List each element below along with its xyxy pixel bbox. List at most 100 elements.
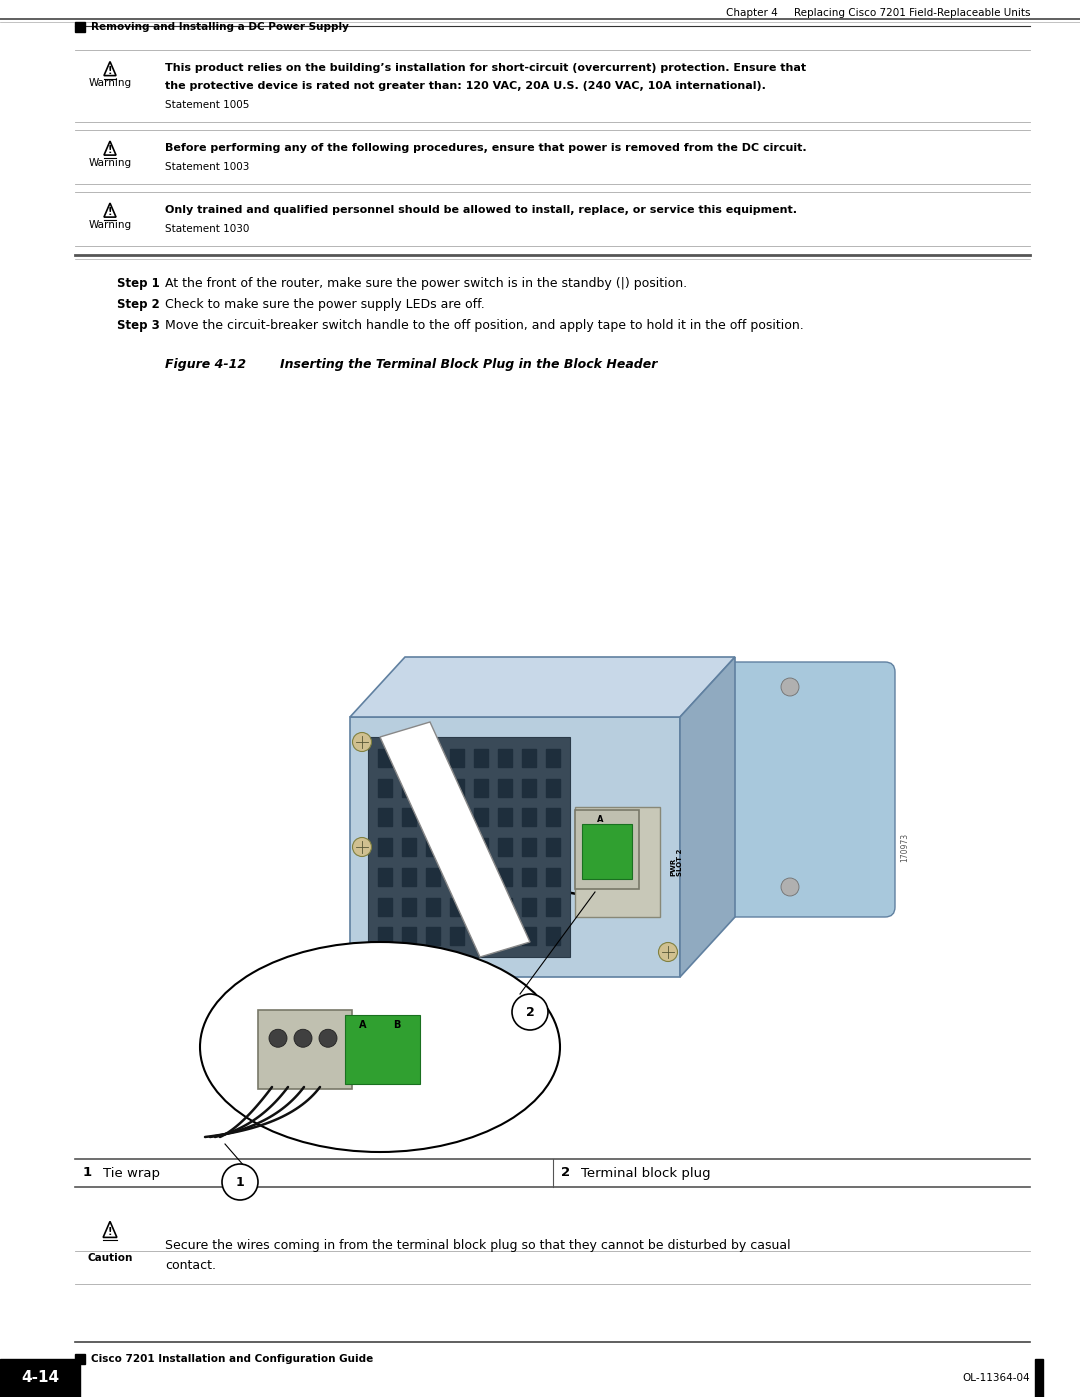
Bar (402, 809, 416, 826)
Circle shape (512, 995, 548, 1030)
Bar (498, 838, 512, 856)
Text: Inserting the Terminal Block Plug in the Block Header: Inserting the Terminal Block Plug in the… (280, 358, 658, 370)
Bar (450, 749, 464, 767)
Bar (450, 897, 464, 915)
Circle shape (352, 943, 372, 961)
Bar (575, 807, 660, 916)
FancyBboxPatch shape (725, 662, 895, 916)
Bar (498, 778, 512, 796)
Circle shape (222, 1164, 258, 1200)
Text: A: A (597, 814, 604, 824)
Bar (498, 809, 512, 826)
Bar (450, 868, 464, 886)
Bar (426, 868, 440, 886)
FancyBboxPatch shape (575, 810, 639, 888)
Bar (582, 824, 632, 879)
Bar (378, 749, 392, 767)
Bar (75, 1354, 85, 1363)
Bar (378, 928, 392, 946)
Polygon shape (380, 722, 530, 957)
Text: Move the circuit-breaker switch handle to the off position, and apply tape to ho: Move the circuit-breaker switch handle t… (165, 319, 804, 331)
Bar (402, 897, 416, 915)
Bar (450, 838, 464, 856)
Bar (522, 778, 536, 796)
Text: Figure 4-12: Figure 4-12 (165, 358, 246, 370)
Text: 4-14: 4-14 (21, 1370, 59, 1386)
Bar (546, 809, 561, 826)
Text: This product relies on the building’s installation for short-circuit (overcurren: This product relies on the building’s in… (165, 63, 806, 73)
Bar (474, 778, 488, 796)
Text: Statement 1003: Statement 1003 (165, 162, 249, 172)
Bar (474, 749, 488, 767)
Text: 170973: 170973 (901, 833, 909, 862)
Bar (402, 749, 416, 767)
Text: !: ! (108, 145, 112, 155)
Bar (75, 22, 85, 32)
Text: Step 3: Step 3 (118, 319, 160, 331)
Text: PWR
SLOT 2: PWR SLOT 2 (670, 848, 683, 876)
Bar (450, 809, 464, 826)
Text: !: ! (108, 207, 112, 217)
Text: B: B (393, 1020, 401, 1030)
Bar (1035, 1359, 1043, 1397)
Text: Only trained and qualified personnel should be allowed to install, replace, or s: Only trained and qualified personnel sho… (165, 204, 797, 215)
Text: Warning: Warning (89, 158, 132, 168)
Bar (522, 868, 536, 886)
Text: Tie wrap: Tie wrap (103, 1166, 160, 1179)
FancyBboxPatch shape (350, 717, 680, 977)
Bar (368, 738, 570, 957)
Bar (474, 868, 488, 886)
Polygon shape (680, 657, 735, 977)
Bar (450, 778, 464, 796)
Text: Removing and Installing a DC Power Supply: Removing and Installing a DC Power Suppl… (91, 22, 349, 32)
Text: Statement 1030: Statement 1030 (165, 224, 249, 235)
Bar (378, 897, 392, 915)
Bar (426, 897, 440, 915)
Circle shape (659, 943, 677, 961)
Circle shape (319, 1030, 337, 1048)
Bar (522, 928, 536, 946)
Bar (402, 868, 416, 886)
Text: Terminal block plug: Terminal block plug (581, 1166, 711, 1179)
Bar (378, 838, 392, 856)
Bar (426, 749, 440, 767)
Bar (522, 749, 536, 767)
Bar (426, 838, 440, 856)
Bar (450, 928, 464, 946)
Circle shape (269, 1030, 287, 1048)
Text: OL-11364-04: OL-11364-04 (962, 1373, 1030, 1383)
Text: Warning: Warning (89, 78, 132, 88)
Bar (426, 778, 440, 796)
Bar (522, 838, 536, 856)
Bar (474, 897, 488, 915)
Bar (402, 838, 416, 856)
Text: Cisco 7201 Installation and Configuration Guide: Cisco 7201 Installation and Configuratio… (91, 1354, 374, 1363)
Bar (546, 928, 561, 946)
Text: Check to make sure the power supply LEDs are off.: Check to make sure the power supply LEDs… (165, 298, 485, 310)
Text: Caution: Caution (87, 1253, 133, 1263)
Text: At the front of the router, make sure the power switch is in the standby (|) pos: At the front of the router, make sure th… (165, 277, 687, 289)
Text: Chapter 4     Replacing Cisco 7201 Field-Replaceable Units: Chapter 4 Replacing Cisco 7201 Field-Rep… (726, 8, 1030, 18)
Bar (378, 868, 392, 886)
Bar (378, 778, 392, 796)
Ellipse shape (200, 942, 561, 1153)
Bar (546, 749, 561, 767)
Text: contact.: contact. (165, 1259, 216, 1273)
Circle shape (352, 837, 372, 856)
Circle shape (781, 678, 799, 696)
Text: Warning: Warning (89, 219, 132, 231)
Text: the protective device is rated not greater than: 120 VAC, 20A U.S. (240 VAC, 10A: the protective device is rated not great… (165, 81, 766, 91)
Polygon shape (350, 657, 735, 717)
Text: !: ! (108, 66, 112, 75)
Text: 2: 2 (561, 1166, 569, 1179)
Bar (474, 928, 488, 946)
Bar (498, 749, 512, 767)
Bar (546, 897, 561, 915)
Text: 1: 1 (235, 1175, 244, 1189)
Bar (474, 838, 488, 856)
Bar (345, 1016, 420, 1084)
Bar (474, 809, 488, 826)
Text: Before performing any of the following procedures, ensure that power is removed : Before performing any of the following p… (165, 142, 807, 152)
Bar (426, 928, 440, 946)
Bar (498, 897, 512, 915)
